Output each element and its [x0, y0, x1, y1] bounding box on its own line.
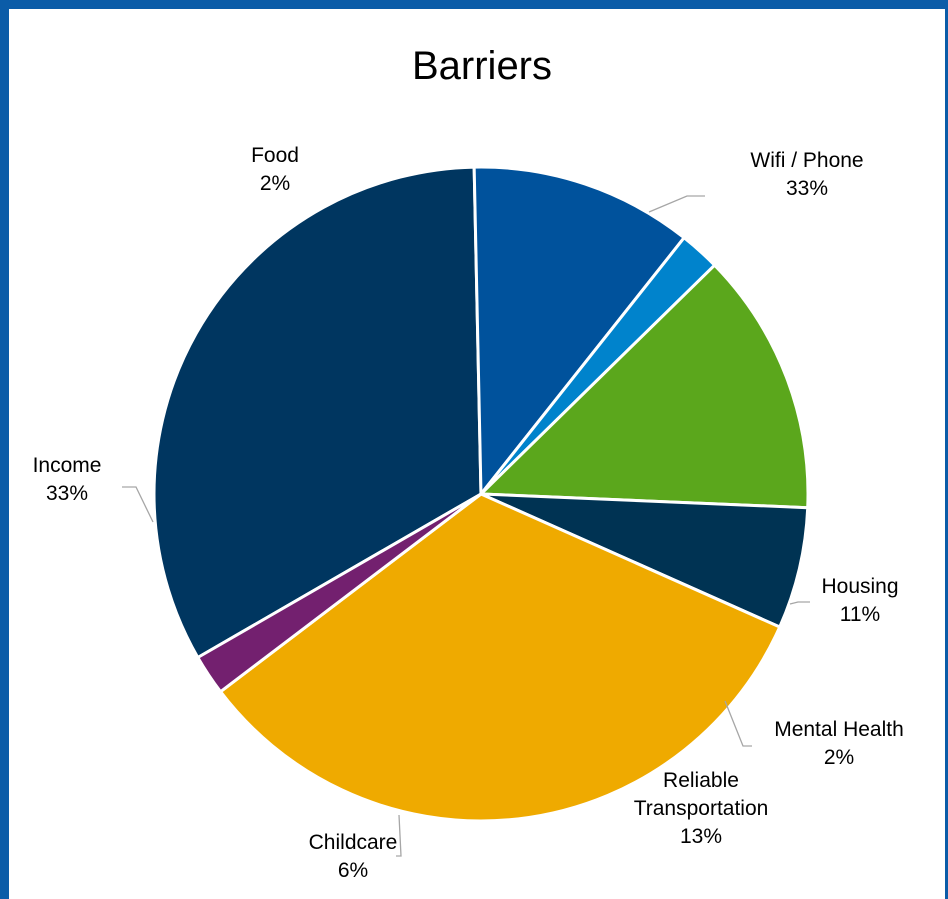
slice-label-mental-health: Mental Health 2%	[774, 718, 904, 769]
chart-title: Barriers	[412, 44, 552, 88]
slice-name: Housing	[821, 575, 898, 598]
leader-line-childcare	[396, 814, 402, 857]
slice-percent: 2%	[824, 746, 854, 769]
pie-slices	[152, 165, 810, 823]
pie-slice-income	[219, 492, 782, 823]
slice-percent: 33%	[786, 177, 828, 200]
slice-name: Reliable	[663, 769, 739, 792]
slice-name: Wifi / Phone	[750, 149, 863, 172]
slice-labels: Wifi / Phone 33% Housing 11% Mental Health 2%…	[33, 144, 904, 882]
leader-line-housing	[789, 601, 810, 605]
slice-percent: 2%	[260, 172, 290, 195]
pie-slice-housing	[472, 165, 686, 496]
pie-chart: Barriers Wifi / Phone 33% Housing 11% Mental…	[33, 44, 904, 882]
pie-slice-reliable-transportation	[479, 263, 810, 510]
slice-name: Income	[33, 454, 102, 477]
slice-label-childcare: Childcare 6%	[309, 831, 398, 882]
leader-line-income	[122, 486, 154, 523]
slice-percent: 33%	[46, 482, 88, 505]
slice-label-food: Food 2%	[251, 144, 299, 195]
slice-percent: 13%	[680, 825, 722, 848]
slice-label-housing: Housing 11%	[821, 575, 898, 626]
pie-slice-food	[196, 492, 483, 694]
slice-percent: 6%	[338, 859, 368, 882]
slice-name: Transportation	[634, 797, 769, 820]
slice-label-reliable-transportation: Reliable Transportation 13%	[634, 769, 769, 848]
leader-lines	[122, 195, 810, 857]
chart-frame: Barriers Wifi / Phone 33% Housing 11% Mental…	[9, 9, 945, 899]
slice-name: Food	[251, 144, 299, 167]
leader-line-wifi-phone	[648, 195, 705, 213]
slice-label-wifi-phone: Wifi / Phone 33%	[750, 149, 863, 200]
leader-line-mental-health	[724, 700, 752, 747]
pie-slice-wifi-phone	[152, 165, 483, 659]
pie-slice-childcare	[479, 492, 810, 629]
slice-name: Mental Health	[774, 718, 904, 741]
slice-label-income: Income 33%	[33, 454, 102, 505]
slice-percent: 11%	[840, 603, 880, 626]
slice-name: Childcare	[309, 831, 398, 854]
